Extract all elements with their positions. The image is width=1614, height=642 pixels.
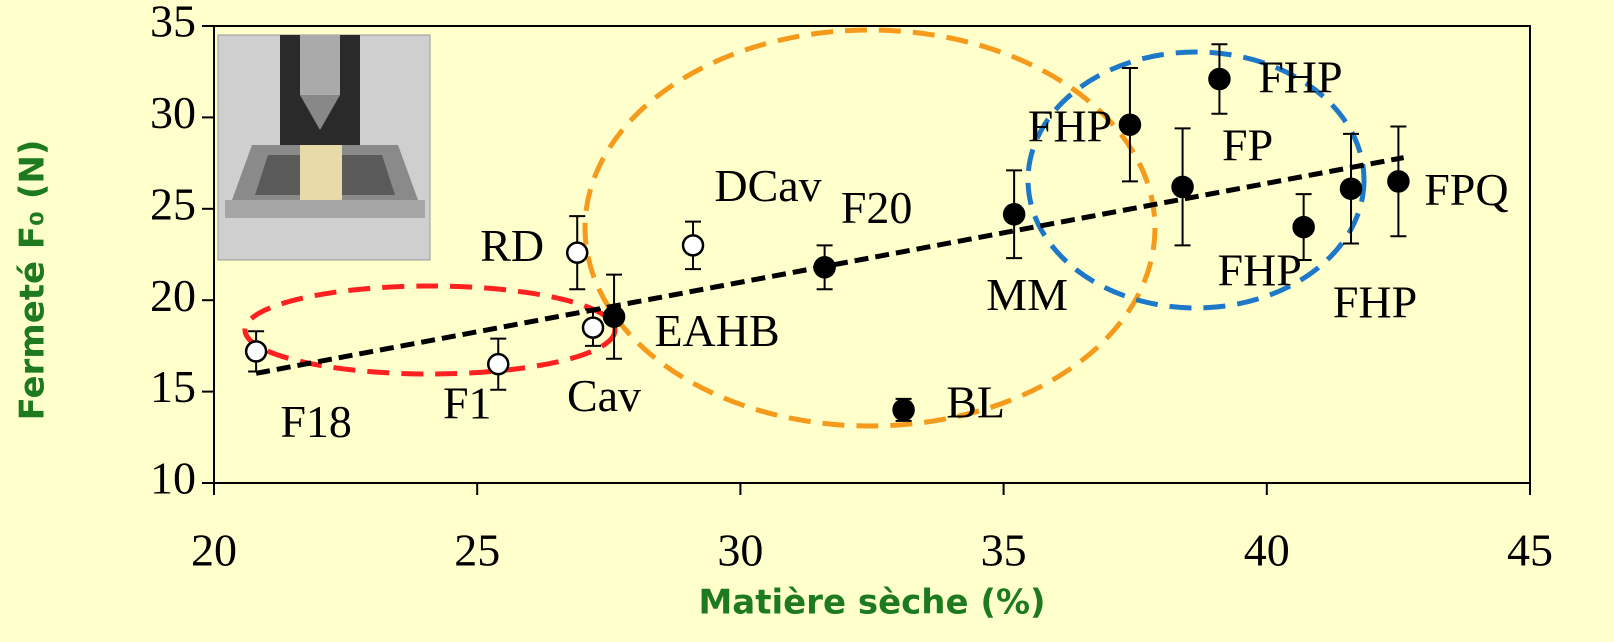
- y-tick-label: 35: [150, 0, 196, 47]
- point-label: Cav: [567, 370, 641, 421]
- point-label: F18: [280, 396, 352, 447]
- point-label: FHP: [1217, 245, 1301, 296]
- y-tick-label: 20: [150, 270, 196, 321]
- x-tick-label: 20: [191, 525, 237, 576]
- point-label: RD: [480, 220, 544, 271]
- chart: Matière sèche (%) Fermeté F₀ (N) 20 25 30 3…: [0, 0, 1614, 642]
- data-point: [583, 318, 603, 338]
- data-point: [604, 307, 624, 327]
- x-tick-label: 25: [454, 525, 500, 576]
- point-label: MM: [986, 269, 1068, 320]
- y-axis-title: Fermeté F₀ (N): [13, 140, 53, 421]
- point-label: FHP: [1028, 100, 1112, 151]
- y-tick-label: 30: [150, 87, 196, 138]
- x-tick-label: 35: [981, 525, 1027, 576]
- data-point: [1341, 179, 1361, 199]
- y-tick-label: 25: [150, 178, 196, 229]
- data-point: [567, 243, 587, 263]
- data-point: [815, 257, 835, 277]
- data-point: [488, 354, 508, 374]
- x-tick-label: 30: [717, 525, 763, 576]
- point-label: F20: [841, 182, 913, 233]
- data-point: [1004, 204, 1024, 224]
- data-point: [1173, 177, 1193, 197]
- point-label: FP: [1222, 119, 1273, 170]
- point-label: DCav: [714, 160, 821, 211]
- data-point: [1209, 69, 1229, 89]
- data-point: [1120, 115, 1140, 135]
- y-tick-label: 10: [150, 453, 196, 504]
- data-point: [1388, 171, 1408, 191]
- point-label: FPQ: [1424, 164, 1508, 215]
- data-point: [894, 400, 914, 420]
- x-axis-title: Matière sèche (%): [698, 583, 1045, 623]
- data-point: [683, 235, 703, 255]
- point-label: FHP: [1333, 276, 1417, 327]
- photo-inset: [218, 35, 430, 260]
- point-label: F1: [443, 378, 492, 429]
- point-label: FHP: [1258, 52, 1342, 103]
- data-point: [1294, 217, 1314, 237]
- point-label: EAHB: [654, 305, 779, 356]
- y-tick-label: 15: [150, 361, 196, 412]
- data-point: [246, 341, 266, 361]
- x-tick-label: 45: [1507, 525, 1553, 576]
- x-tick-label: 40: [1244, 525, 1290, 576]
- point-label: BL: [946, 376, 1005, 427]
